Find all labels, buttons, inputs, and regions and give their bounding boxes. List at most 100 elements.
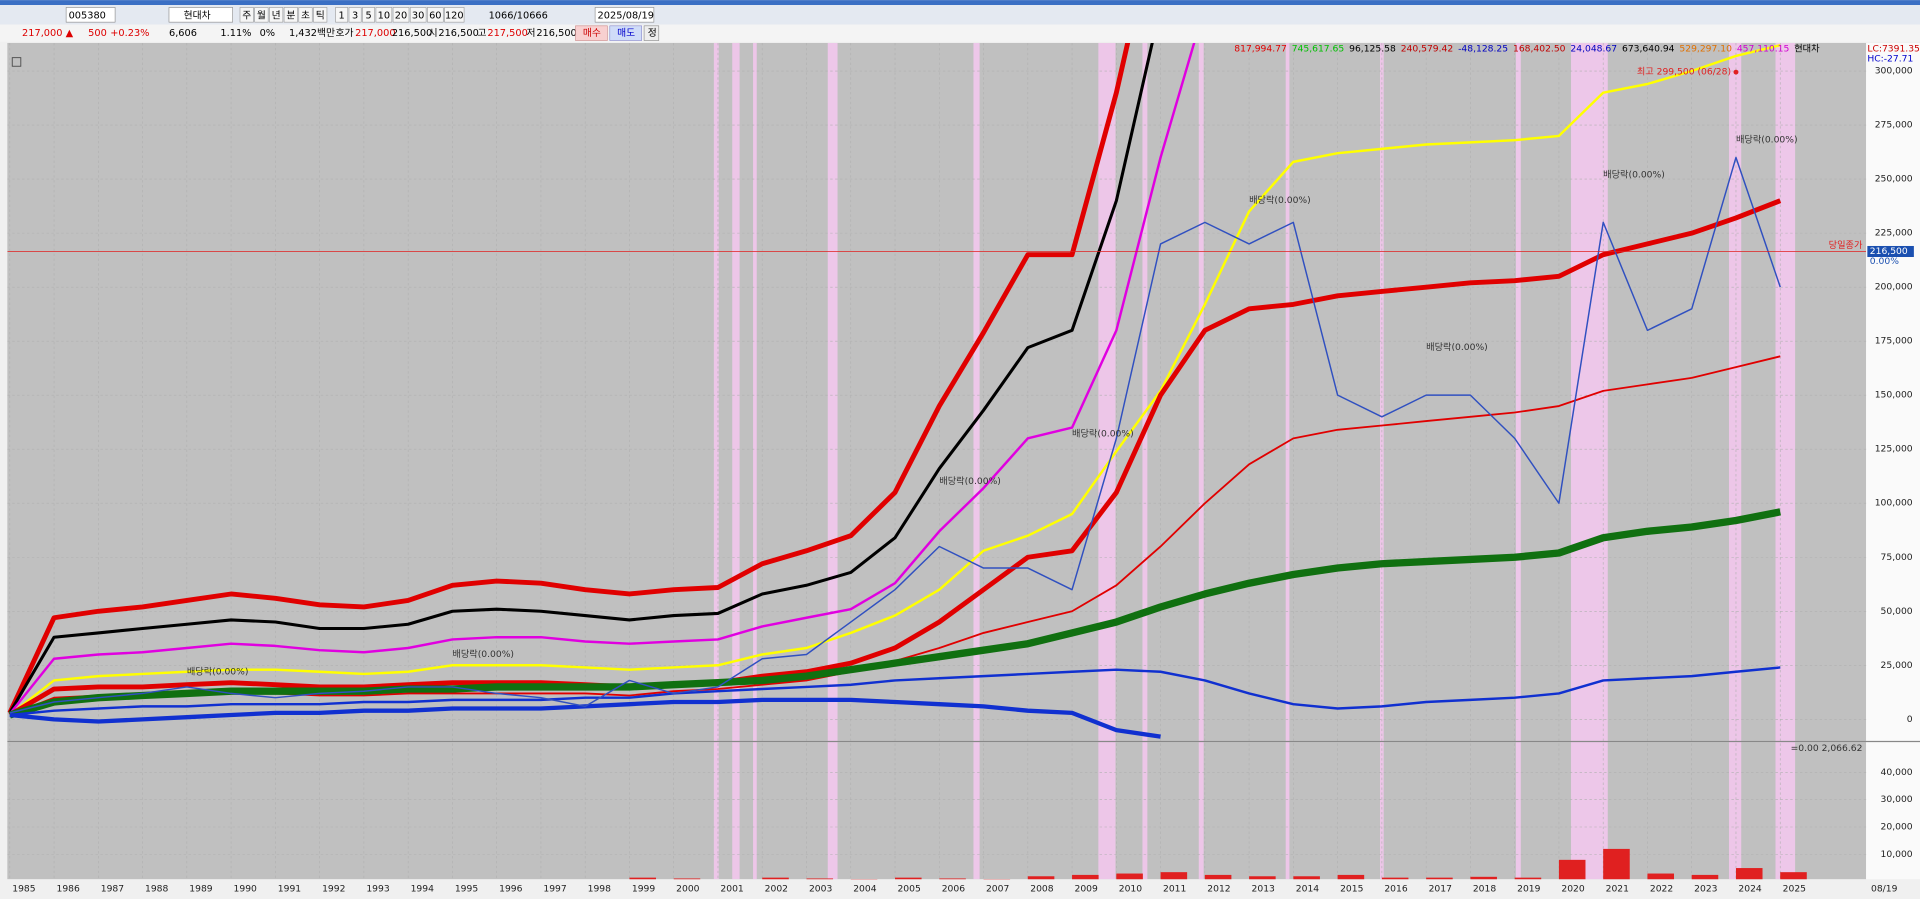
toolbar-button[interactable] [392,7,410,23]
x-tick-label: 2025 [1783,884,1807,895]
x-tick-label: 1996 [499,884,523,895]
x-tick-label: 1997 [543,884,567,895]
band [1775,42,1796,880]
date-box[interactable] [594,7,655,23]
volume-bar [1647,873,1675,880]
toolbar-button[interactable] [375,7,393,23]
annotation: 배당락(0.00%) [1426,341,1488,353]
x-tick-label: 2005 [897,884,921,895]
band [1142,42,1148,880]
toolbar-button[interactable] [239,7,254,23]
indicator-value: 96,125.58 [1349,44,1396,55]
toolbar-button[interactable] [283,7,298,23]
volume-bar [895,877,922,880]
x-tick-label: 2018 [1473,884,1497,895]
toolbar-button[interactable] [269,7,284,23]
x-axis [0,879,1920,899]
toolbar-button[interactable] [348,7,362,23]
x-tick-label: 2009 [1075,884,1099,895]
volume-tick-label: 30,000 [1881,794,1913,805]
toolbar-button[interactable] [444,7,465,23]
toolbar-button[interactable] [409,7,427,23]
volume-bar [1027,876,1055,880]
volume-bar [1514,877,1542,880]
x-tick-label: 2020 [1561,884,1585,895]
band [732,42,740,880]
x-tick-label: 2014 [1296,884,1320,895]
hc-label: HC:-27.71 [1867,53,1913,64]
annotation: 배당락(0.00%) [1249,194,1311,206]
annotation: 배당락(0.00%) [187,665,249,677]
y-tick-label: 250,000 [1875,174,1913,185]
band [753,42,757,880]
toolbar-button-label: 주 [242,10,251,21]
toolbar-button[interactable] [362,7,375,23]
toolbar-button[interactable] [313,7,328,23]
code: 005380 [69,10,106,21]
volume-bar [850,879,878,880]
band [1198,42,1204,880]
annotation: 배당락(0.00%) [1603,168,1665,180]
lines [7,42,1867,739]
volume-bar [1381,877,1409,880]
band [1571,42,1608,880]
toolbar-button-label: 10 [378,10,390,21]
volume-bars [629,848,1807,880]
y-tick-label: 275,000 [1875,120,1913,131]
band [1098,42,1116,880]
toolbar-button[interactable] [335,7,349,23]
x-tick-label: 2004 [853,884,877,895]
x-tick-label: 2010 [1119,884,1143,895]
sell-button[interactable] [609,25,642,41]
volume-bar [1470,876,1497,880]
volume-bar [1072,874,1099,880]
x-tick-label: 1992 [322,884,345,895]
toolbar-button[interactable] [298,7,313,23]
toolbar-button[interactable] [427,7,444,23]
band [1728,42,1742,880]
high-label: 고 [478,28,487,39]
volume-bar [1160,872,1188,880]
x-tick-label: 1985 [12,884,36,895]
annotation: 배당락(0.00%) [1072,428,1134,440]
current-price-text: 당일종가 [1829,240,1863,251]
series-line [8,42,1154,714]
sell: 매도 [617,27,635,39]
volume-bar [1293,876,1320,880]
x-tick-label: 1989 [189,884,213,895]
volume-bar [1337,874,1365,880]
buy-button[interactable] [575,25,608,41]
name-box[interactable] [168,7,233,23]
toolbar-button[interactable] [254,7,269,23]
x-tick-label: 1991 [278,884,301,895]
series-line [8,508,1781,719]
x-tick-label: 1987 [101,884,125,895]
x-tick-label: 1990 [234,884,258,895]
count: 1066/10666 [489,10,548,21]
band [973,42,980,880]
x-tick-label: 2019 [1517,884,1541,895]
volume-tick-label: 40,000 [1881,767,1913,778]
volume-bar [1780,872,1807,880]
fix-button[interactable] [643,25,660,41]
x-tick-label: 2006 [942,884,966,895]
volume-bar [983,879,1011,880]
code-input[interactable] [65,7,116,23]
indicator-value: 529,297.10 [1679,44,1732,55]
x-tick-label: 2011 [1163,884,1186,895]
volume-bar [1426,877,1453,880]
period-buttons: 주 월 년 분 초 틱 1 3 5 10 20 30 60 120 [239,7,465,23]
volume-bar [1558,859,1586,880]
x-tick-label: 1998 [588,884,612,895]
panel-toggle[interactable] [11,57,22,67]
annotation: 배당락(0.00%) [939,475,1001,487]
indicator-value: 673,640.94 [1622,44,1675,55]
indicator-value: 현대차 [1794,43,1820,55]
y-tick-label: 0 [1907,714,1913,725]
indicator-value: 168,402.50 [1513,44,1566,55]
x-tick-label: 1999 [632,884,656,895]
current-price-label: 216,500 [1870,246,1908,257]
x-tick-label: 2021 [1606,884,1629,895]
annotation: 배당락(0.00%) [452,648,514,660]
